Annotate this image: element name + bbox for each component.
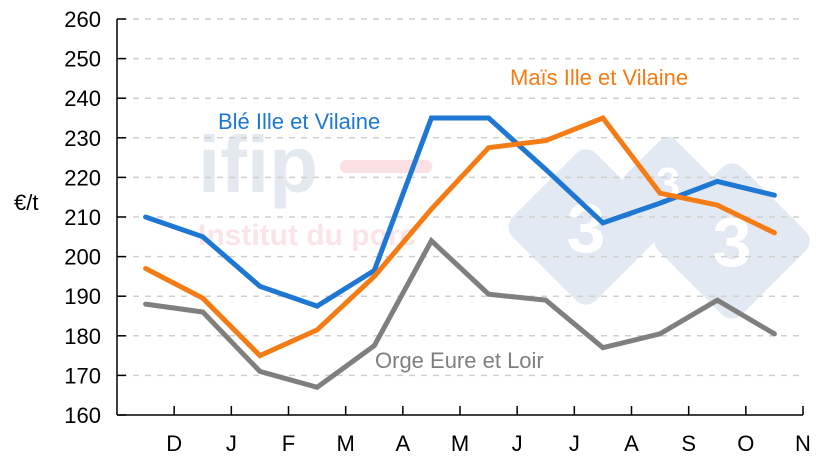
y-tick-label: 180	[64, 324, 101, 349]
series-line-0	[143, 115, 777, 309]
series-line-2	[143, 236, 777, 391]
ifip-logo-watermark: ifip	[198, 120, 318, 209]
x-tick-label: M	[451, 431, 469, 456]
y-tick-label: 250	[64, 47, 101, 72]
label-orge: Orge Eure et Loir	[375, 348, 544, 373]
y-tick-label: 200	[64, 245, 101, 270]
x-tick-label: A	[395, 431, 410, 456]
x-tick-label: J	[512, 431, 523, 456]
logo-bar-watermark	[340, 160, 432, 173]
x-tick-label: S	[681, 431, 696, 456]
x-tick-label: M	[337, 431, 355, 456]
y-tick-label: 170	[64, 363, 101, 388]
y-tick-label: 240	[64, 86, 101, 111]
x-tick-label: F	[282, 431, 295, 456]
y-tick-label: 230	[64, 126, 101, 151]
x-tick-label: O	[737, 431, 754, 456]
svg-text:3: 3	[567, 189, 606, 267]
x-tick-label: D	[166, 431, 182, 456]
label-mais: Maïs Ille et Vilaine	[510, 65, 688, 90]
x-tick-label: N	[795, 431, 811, 456]
y-tick-label: 160	[64, 403, 101, 428]
x-tick-label: J	[569, 431, 580, 456]
y-axis-title: €/t	[14, 190, 38, 215]
institut-du-porc-watermark: Institut du porc	[198, 219, 416, 252]
y-tick-label: 260	[64, 7, 101, 32]
gridlines	[121, 18, 803, 377]
y-tick-label: 210	[64, 205, 101, 230]
series-labels: Blé Ille et Vilaine Maïs Ille et Vilaine…	[218, 65, 688, 373]
x-tick-label: A	[624, 431, 639, 456]
label-ble: Blé Ille et Vilaine	[218, 109, 380, 134]
x-tick-label: J	[226, 431, 237, 456]
y-tick-label: 190	[64, 284, 101, 309]
y-tick-label: 220	[64, 165, 101, 190]
y-axis: 160 170 180 190 200 210 220 230 240 250 260	[64, 7, 126, 428]
series-line-1	[143, 114, 777, 359]
series-lines	[143, 114, 777, 391]
